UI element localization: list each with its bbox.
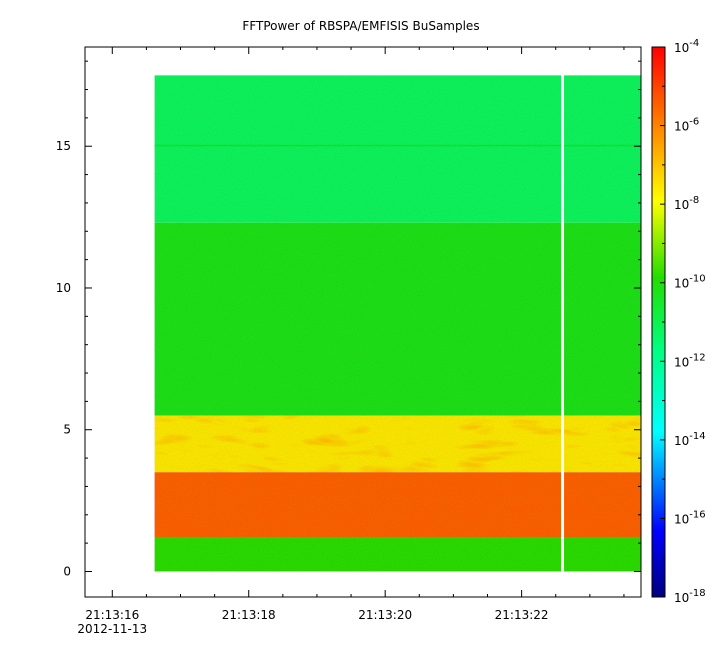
colorbar-tick-label: 10-8 xyxy=(674,195,699,212)
x-tick-label: 21:13:16 xyxy=(85,608,139,622)
colorbar: 10-4 10-6 10-8 10-10 10-12 10-14 10-16 10-18 xyxy=(651,38,706,605)
spectrogram-band xyxy=(154,75,642,223)
colorbar-tick-label: 10-4 xyxy=(674,38,699,55)
spectrogram-band xyxy=(154,222,642,416)
spectrogram-texture xyxy=(154,415,642,538)
spectrogram-band xyxy=(154,144,642,147)
colorbar-tick-label: 10-18 xyxy=(674,588,706,605)
y-tick-label: 15 xyxy=(56,139,71,153)
plot-frame xyxy=(84,46,642,598)
y-tick-label: 10 xyxy=(56,281,71,295)
plot-area xyxy=(84,46,642,598)
y-tick-label: 5 xyxy=(63,423,71,437)
x-date-label: 2012-11-13 xyxy=(77,622,147,636)
x-tick-label: 21:13:22 xyxy=(495,608,549,622)
colorbar-tick-label: 10-16 xyxy=(674,509,706,526)
colorbar-tick-label: 10-12 xyxy=(674,352,706,369)
colorbar-tick-label: 10-10 xyxy=(674,274,706,291)
spectrogram-band xyxy=(154,537,642,572)
chart-title: FFTPower of RBSPA/EMFISIS BuSamples xyxy=(242,19,479,33)
colorbar-tick-label: 10-14 xyxy=(674,431,706,448)
colorbar-tick-label: 10-6 xyxy=(674,117,699,134)
data-gap xyxy=(561,75,565,572)
x-tick-label: 21:13:20 xyxy=(358,608,412,622)
y-axis: 0 5 10 15 xyxy=(56,60,641,578)
x-tick-label: 21:13:18 xyxy=(222,608,276,622)
y-tick-label: 0 xyxy=(63,564,71,578)
